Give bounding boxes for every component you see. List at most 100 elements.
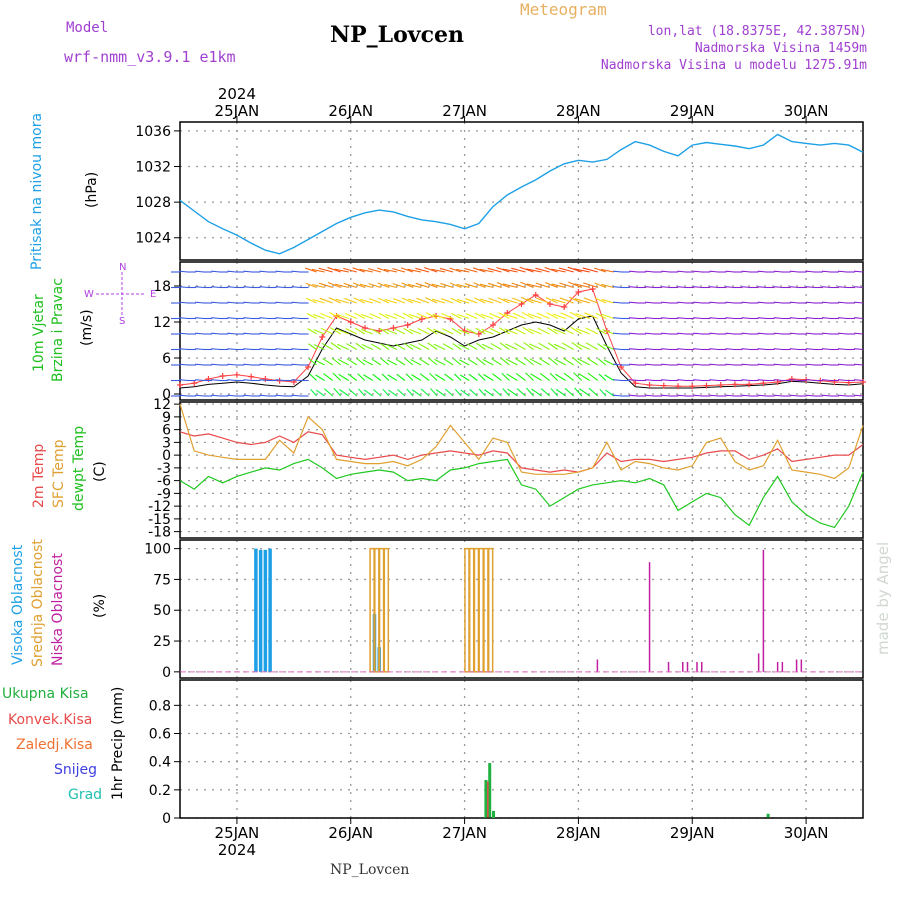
wind-arrow (345, 327, 358, 335)
wind-arrow (359, 268, 373, 273)
wind-arrow (693, 379, 703, 382)
wind-arrow (530, 373, 542, 381)
wind-arrow (805, 394, 815, 397)
x-tick-label-top: 26JAN (328, 102, 373, 120)
wind-arrow (553, 328, 566, 335)
wind-arrow (502, 268, 518, 273)
wind-arrow (549, 372, 559, 381)
wind-arrow (429, 372, 438, 381)
wind-arrow (552, 313, 566, 320)
wind-arrow (291, 301, 301, 304)
wind-arrow (520, 281, 534, 289)
wind-arrow (854, 270, 864, 273)
wind-arrow (613, 270, 622, 273)
wind-arrow (467, 343, 478, 350)
wind-arrow (587, 372, 599, 381)
y-tick-label: 1024 (135, 231, 171, 247)
wind-arrow (629, 363, 639, 366)
wind-arrow (854, 286, 864, 289)
bar-low (781, 661, 784, 672)
wind-arrow (363, 374, 374, 381)
wind-arrow (420, 388, 430, 397)
wind-arrow (348, 388, 358, 397)
y-tick-label: 50 (153, 603, 171, 619)
y-tick-label: 1036 (135, 124, 171, 140)
wind-arrow (479, 268, 494, 273)
wind-arrow (773, 348, 783, 351)
wind-arrow (773, 317, 783, 320)
wind-arrow (821, 348, 831, 351)
bar-mid (383, 547, 390, 673)
wind-arrow (821, 379, 831, 382)
wind-arrow (384, 298, 398, 304)
bar-mid (487, 547, 494, 673)
wind-arrow (195, 332, 205, 335)
wind-arrow (487, 267, 502, 273)
bar-conv (487, 781, 489, 818)
wind-arrow (377, 282, 390, 289)
gust-marker (660, 382, 667, 389)
wind-arrow (725, 379, 735, 382)
wind-arrow (789, 379, 799, 382)
gust-marker (760, 380, 767, 387)
wind-arrow (693, 317, 703, 320)
wind-arrow (362, 359, 374, 366)
wind-arrow (789, 348, 799, 351)
wind-arrow (433, 343, 446, 350)
bar-low (700, 661, 703, 672)
wind-arrow (578, 373, 591, 381)
wind-arrow (195, 286, 205, 289)
wind-arrow (383, 268, 398, 273)
wind-arrow (613, 394, 622, 397)
series-line-dewpt (179, 458, 864, 529)
wind-arrow (275, 270, 285, 273)
wind-arrow (522, 326, 534, 335)
wind-arrow (709, 286, 719, 289)
wind-arrow (661, 379, 671, 382)
wind-arrow (725, 363, 735, 366)
wind-arrow (425, 312, 438, 319)
wind-arrow (387, 374, 398, 381)
wind-arrow (456, 283, 470, 289)
wind-arrow (838, 379, 847, 382)
wind-arrow (516, 388, 526, 397)
wind-arrow (377, 267, 390, 273)
wind-arrow (393, 313, 406, 320)
wind-arrow (821, 301, 831, 304)
wind-arrow (327, 266, 341, 273)
wind-arrow (574, 298, 590, 304)
wind-arrow (531, 388, 542, 397)
y-tick-label: -18 (148, 525, 171, 541)
wind-arrow (594, 282, 607, 289)
wind-arrow (393, 298, 406, 304)
series-line-pressure (179, 133, 864, 255)
wind-arrow (474, 312, 486, 319)
wind-arrows (171, 266, 864, 397)
wind-arrow (741, 363, 751, 366)
wind-arrow (460, 389, 470, 397)
bar-low (682, 661, 684, 672)
wind-arrow (757, 363, 767, 366)
wind-arrow (450, 297, 462, 304)
y-tick-label: 18 (153, 279, 171, 295)
wind-arrow (457, 313, 470, 320)
gust-marker (632, 380, 639, 387)
wind-arrow (368, 283, 382, 289)
bar-low (800, 659, 803, 672)
wind-arrow (346, 358, 358, 366)
bar-low (686, 661, 689, 672)
wind-arrow (789, 286, 799, 289)
wind-arrow (559, 297, 574, 304)
wind-arrow (575, 313, 590, 320)
wind-arrow (536, 297, 550, 304)
wind-arrow (536, 312, 550, 320)
bar-low (648, 562, 651, 672)
wind-arrow (397, 389, 406, 397)
wind-arrow (490, 342, 502, 350)
bar-high (263, 549, 268, 672)
wind-arrow (558, 267, 574, 273)
wind-arrow (432, 313, 446, 320)
wind-arrow (275, 332, 285, 335)
wind-arrow (528, 343, 542, 350)
wind-arrow (443, 358, 454, 366)
